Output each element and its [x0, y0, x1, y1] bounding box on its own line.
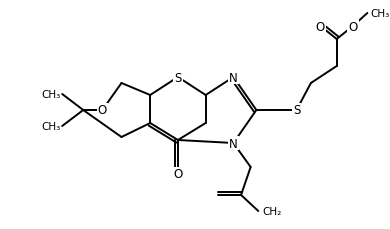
Text: N: N [229, 71, 238, 84]
Text: O: O [98, 104, 107, 117]
Text: O: O [348, 20, 358, 33]
Text: N: N [229, 137, 238, 150]
Text: CH₂: CH₂ [262, 206, 281, 216]
Text: O: O [316, 20, 325, 33]
Text: CH₃: CH₃ [41, 90, 60, 100]
Text: CH₃: CH₃ [370, 9, 390, 19]
Text: S: S [293, 104, 300, 117]
Text: O: O [173, 168, 183, 181]
Text: CH₃: CH₃ [41, 121, 60, 131]
Text: S: S [174, 71, 182, 84]
